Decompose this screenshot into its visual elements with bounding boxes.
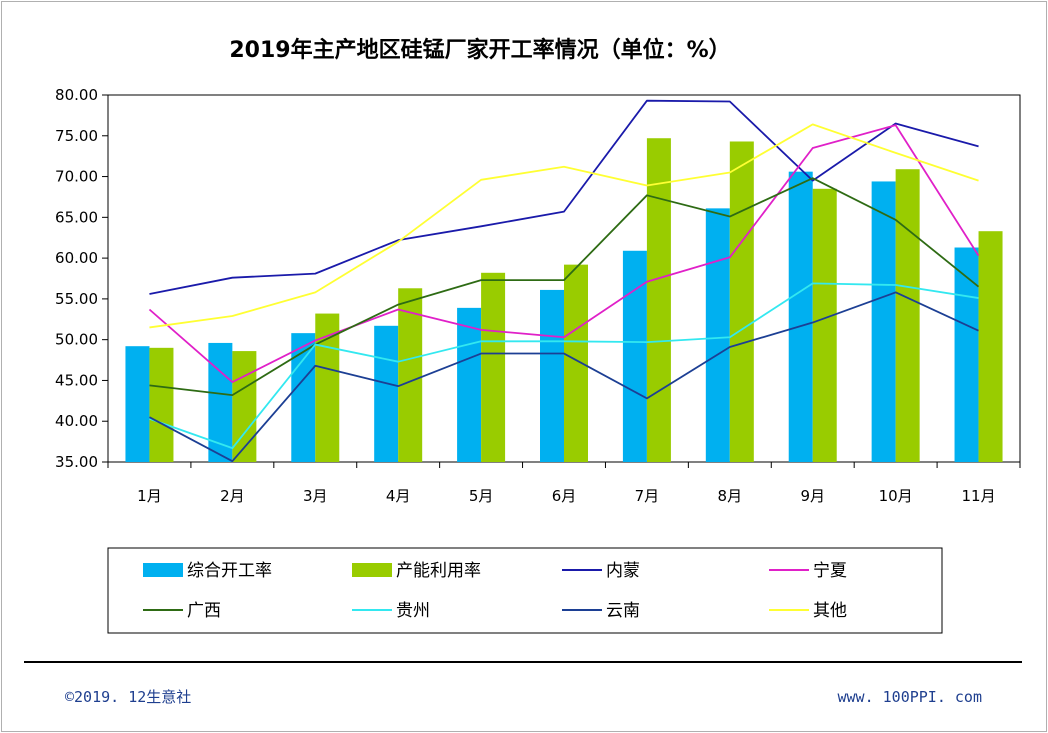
- y-tick-label: 35.00: [55, 453, 98, 471]
- y-tick-label: 50.00: [55, 331, 98, 349]
- bar-capacity-utilization: [729, 141, 754, 462]
- y-tick-label: 40.00: [55, 412, 98, 430]
- axes-layer: 35.00 40.00 45.00 50.00 55.00 60.00 65.00 70.00…: [55, 86, 1021, 505]
- x-tick-label: 11月: [961, 487, 995, 505]
- x-tick-label: 6月: [552, 487, 577, 505]
- x-tick-label: 10月: [879, 487, 913, 505]
- series-line-3: [149, 282, 979, 450]
- bar-capacity-utilization: [978, 231, 1003, 462]
- x-tick-label: 1月: [137, 487, 162, 505]
- legend-label: 其他: [813, 601, 847, 621]
- legend-label: 广西: [187, 601, 221, 621]
- x-tick-label: 9月: [800, 487, 825, 505]
- bar-overall-rate: [208, 342, 233, 462]
- bar-overall-rate: [125, 346, 150, 462]
- legend-label: 云南: [606, 601, 640, 621]
- x-tick-label: 2月: [220, 487, 245, 505]
- bar-overall-rate: [954, 247, 979, 462]
- bar-capacity-utilization: [646, 138, 671, 463]
- bar-capacity-utilization: [481, 272, 506, 462]
- y-tick-label: 45.00: [55, 371, 98, 389]
- bar-capacity-utilization: [398, 288, 423, 462]
- series-line-4: [149, 291, 979, 463]
- x-tick-label: 5月: [469, 487, 494, 505]
- bar-overall-rate: [788, 171, 813, 462]
- x-tick-label: 7月: [635, 487, 660, 505]
- legend-swatch: [143, 563, 183, 577]
- bar-capacity-utilization: [232, 351, 257, 462]
- legend-swatch: [352, 563, 392, 577]
- bar-capacity-utilization: [564, 264, 588, 462]
- bar-overall-rate: [374, 325, 399, 462]
- y-tick-label: 60.00: [55, 249, 98, 267]
- series-line-5: [149, 123, 979, 329]
- bars-layer: [125, 138, 1003, 463]
- bar-overall-rate: [540, 289, 564, 462]
- legend-label: 产能利用率: [396, 561, 481, 581]
- y-tick-label: 70.00: [55, 168, 98, 186]
- chart-title: 2019年主产地区硅锰厂家开工率情况（单位：%）: [229, 37, 730, 63]
- y-tick-label: 55.00: [55, 290, 98, 308]
- y-tick-label: 75.00: [55, 127, 98, 145]
- x-tick-label: 8月: [718, 487, 743, 505]
- bar-overall-rate: [871, 181, 896, 462]
- bar-capacity-utilization: [895, 169, 920, 462]
- bar-overall-rate: [291, 333, 316, 462]
- bar-capacity-utilization: [149, 347, 174, 462]
- series-line-1: [148, 124, 980, 383]
- bar-overall-rate: [705, 208, 730, 462]
- footer-website[interactable]: www. 100PPI. com: [838, 688, 983, 706]
- legend-box: [107, 547, 943, 634]
- series-line-2: [149, 177, 980, 397]
- series-line-0: [149, 99, 979, 295]
- lines-layer: [148, 99, 980, 463]
- legend-label: 内蒙: [606, 561, 640, 581]
- bar-overall-rate: [457, 307, 482, 462]
- x-tick-label: 3月: [303, 487, 328, 505]
- legend-label: 贵州: [396, 601, 430, 621]
- x-tick-label: 4月: [386, 487, 411, 505]
- y-tick-label: 65.00: [55, 208, 98, 226]
- footer-copyright: ©2019. 12生意社: [65, 688, 191, 706]
- legend-label: 宁夏: [813, 561, 847, 581]
- legend-label: 综合开工率: [187, 561, 272, 581]
- bar-capacity-utilization: [812, 188, 837, 463]
- y-tick-label: 80.00: [55, 86, 98, 104]
- bar-overall-rate: [622, 250, 647, 462]
